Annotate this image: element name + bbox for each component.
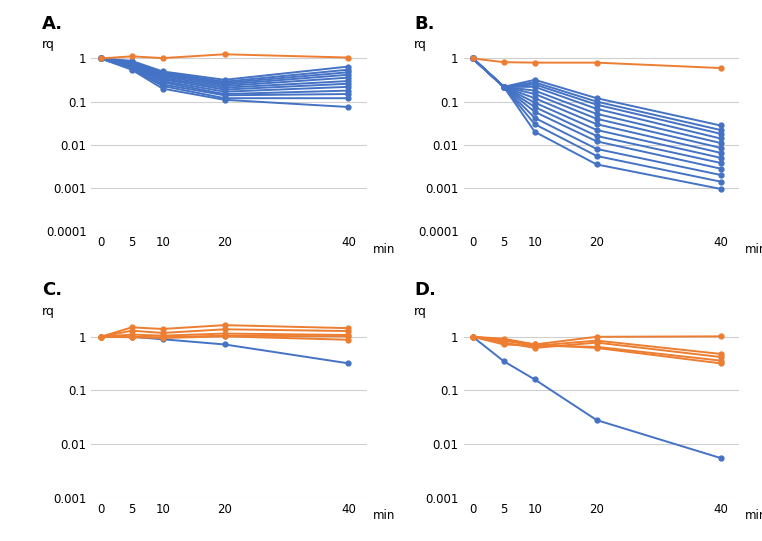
Text: B.: B. — [414, 15, 434, 32]
Text: rq: rq — [42, 38, 55, 51]
Text: min: min — [373, 509, 395, 522]
Text: min: min — [744, 509, 762, 522]
Text: min: min — [373, 243, 395, 256]
Text: C.: C. — [42, 281, 62, 299]
Text: min: min — [744, 243, 762, 256]
Text: A.: A. — [42, 15, 63, 32]
Text: rq: rq — [414, 305, 427, 318]
Text: rq: rq — [414, 38, 427, 51]
Text: D.: D. — [414, 281, 436, 299]
Text: rq: rq — [42, 305, 55, 318]
